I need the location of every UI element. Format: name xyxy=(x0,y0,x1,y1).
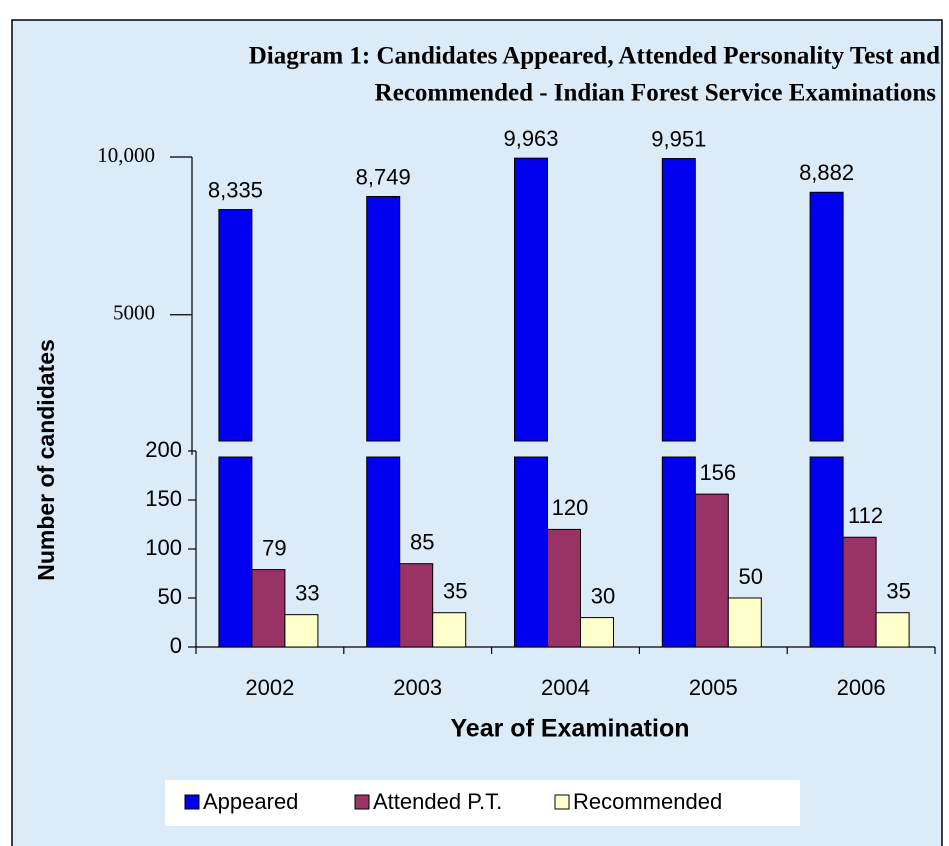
x-tick-label: 2006 xyxy=(837,675,886,700)
legend-swatch xyxy=(554,794,570,810)
bar xyxy=(399,563,434,648)
y-tick-label: 200 xyxy=(145,437,182,462)
legend-label: Recommended xyxy=(573,789,722,814)
value-label: 8,749 xyxy=(356,164,411,189)
y-tick-label: 100 xyxy=(145,535,182,560)
legend-swatch xyxy=(184,794,200,810)
value-label: 120 xyxy=(552,495,589,520)
value-label: 9,963 xyxy=(503,126,558,151)
value-label: 9,951 xyxy=(651,126,706,151)
y-tick-label: 50 xyxy=(158,584,182,609)
bar xyxy=(842,536,877,648)
bar xyxy=(809,456,844,648)
y-tick-label: 5000 xyxy=(113,301,155,325)
bar xyxy=(661,456,696,648)
value-label: 35 xyxy=(443,579,467,604)
legend-box xyxy=(165,780,800,826)
y-axis-label: Number of candidates xyxy=(33,339,59,581)
legend-label: Appeared xyxy=(203,789,298,814)
bar xyxy=(727,597,762,648)
bar xyxy=(218,456,253,648)
value-label: 50 xyxy=(739,564,763,589)
legend-label: Attended P.T. xyxy=(373,789,502,814)
bar xyxy=(251,569,286,648)
x-tick-label: 2002 xyxy=(245,675,294,700)
bar xyxy=(366,456,401,648)
bar xyxy=(809,191,844,442)
bar xyxy=(514,456,548,648)
value-label: 33 xyxy=(295,580,319,605)
bar xyxy=(284,614,319,648)
bar xyxy=(694,493,729,648)
value-label: 35 xyxy=(886,579,910,604)
x-tick-label: 2005 xyxy=(689,675,738,700)
x-tick-label: 2003 xyxy=(393,675,442,700)
value-label: 30 xyxy=(591,583,615,608)
value-label: 8,882 xyxy=(799,160,854,185)
x-axis-label: Year of Examination xyxy=(451,715,690,743)
chart-title: Diagram 1: Candidates Appeared, Attended… xyxy=(249,43,940,70)
value-label: 79 xyxy=(262,535,286,560)
y-tick-label: 150 xyxy=(145,486,182,511)
y-tick-label: 10,000 xyxy=(97,143,155,167)
y-tick-label: 0 xyxy=(170,633,182,658)
bar xyxy=(580,617,614,648)
legend-swatch xyxy=(354,794,370,810)
chart-title: Recommended - Indian Forest Service Exam… xyxy=(375,80,937,107)
bar xyxy=(366,195,401,442)
value-label: 112 xyxy=(848,503,883,528)
value-label: 156 xyxy=(699,460,736,485)
bar xyxy=(432,612,467,648)
value-label: 8,335 xyxy=(208,177,263,202)
bar xyxy=(547,528,581,648)
bar xyxy=(661,158,696,442)
chart-frame xyxy=(11,19,943,846)
bar xyxy=(218,209,253,442)
value-label: 85 xyxy=(410,530,434,555)
bar xyxy=(514,157,548,442)
bar xyxy=(875,612,910,648)
x-tick-label: 2004 xyxy=(541,675,590,700)
